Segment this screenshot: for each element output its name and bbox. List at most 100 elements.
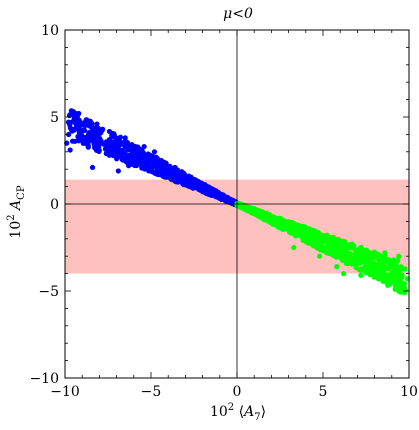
data-point [367,267,373,273]
data-point [377,271,383,277]
data-point [316,253,323,259]
data-point [268,217,274,223]
y-tick-label: 10 [41,23,59,39]
data-point [289,220,295,226]
data-point [173,179,180,185]
data-point [69,126,75,132]
data-point [79,128,85,134]
scatter-points [64,108,410,296]
data-point [67,112,73,118]
data-point [389,271,395,277]
data-point [71,109,77,115]
data-point [286,224,292,230]
data-point [396,288,402,294]
data-point [67,147,73,153]
data-point [110,133,116,139]
data-point [368,251,374,258]
data-point [139,165,146,171]
data-point [180,171,186,177]
data-point [116,148,122,154]
data-point [76,138,82,144]
data-point [251,208,257,214]
data-point [327,234,333,240]
data-point [384,265,391,271]
data-point [262,215,269,221]
data-point [179,175,185,181]
data-point [65,119,72,125]
data-point [80,140,86,146]
data-point [111,139,117,145]
x-tick-label: 0 [233,384,242,400]
chart-title: μ<0 [223,6,253,22]
data-point [138,151,145,158]
data-point [294,233,300,239]
data-point [76,110,82,117]
data-point [341,271,347,277]
data-point [349,260,356,266]
data-point [200,189,206,195]
data-point [149,158,155,164]
data-point [339,256,345,263]
data-point [243,204,249,211]
data-point [173,174,179,180]
data-point [380,259,387,266]
data-point [321,248,327,254]
data-point [151,149,158,155]
data-point [115,168,121,174]
data-point [73,121,79,127]
data-point [351,243,357,249]
data-point [363,260,369,266]
data-point [89,164,96,171]
data-point [340,238,346,244]
data-point [393,278,400,284]
data-point [329,243,335,249]
data-point [380,267,386,273]
data-point [337,248,343,254]
data-point [339,243,346,249]
data-point [331,237,337,243]
x-tick-label: 10 [400,384,418,400]
data-point [79,133,85,139]
data-point [101,141,107,147]
data-point [393,282,399,288]
data-point [93,137,99,143]
data-point [129,142,135,148]
data-point [382,250,388,256]
data-point [360,252,366,258]
data-point [213,192,219,198]
data-point [392,286,398,292]
y-tick-label: 5 [50,110,59,126]
data-point [186,173,192,179]
data-point [294,222,301,228]
data-point [153,163,160,169]
x-tick-label: −10 [50,384,80,400]
data-point [83,121,89,127]
data-point [291,244,297,251]
data-point [129,150,135,157]
data-point [311,242,318,248]
data-point [98,128,104,134]
data-point [340,251,346,258]
y-axis-label: 102 ACP [6,185,27,238]
data-point [370,271,376,277]
data-point [227,197,233,204]
data-point [358,259,364,265]
data-point [134,145,140,151]
data-point [103,150,109,157]
data-point [183,179,189,185]
data-point [71,115,77,121]
data-point [125,152,131,158]
data-point [372,264,378,270]
data-point [161,163,168,169]
data-point [84,117,90,123]
data-point [114,156,120,162]
y-tick-label: −5 [38,284,59,300]
data-point [334,264,340,270]
y-tick-label: 0 [50,197,59,213]
data-point [146,154,152,160]
data-point [91,141,97,148]
data-point [83,135,89,141]
data-point [165,171,171,178]
data-point [397,283,403,289]
